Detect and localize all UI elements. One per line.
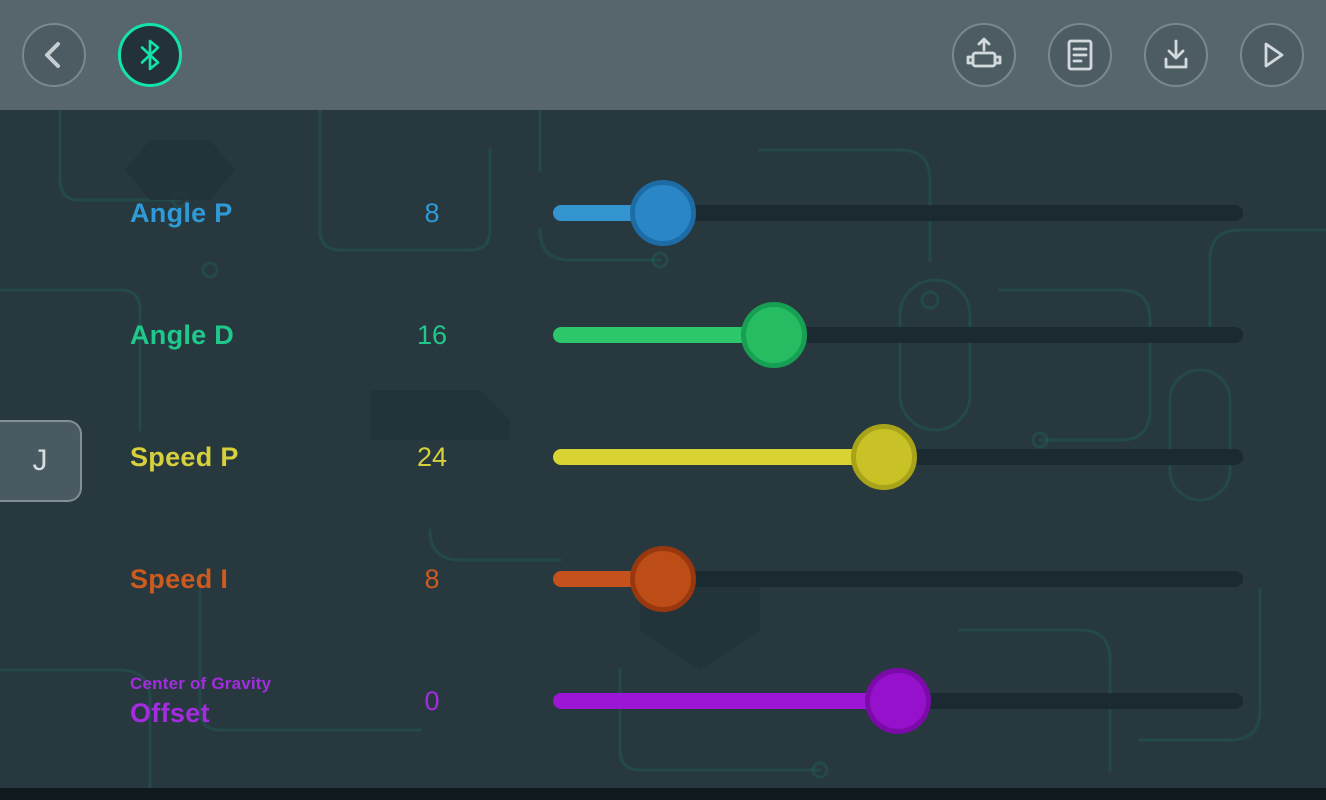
slider-value: 24 [416,441,448,472]
slider-control[interactable] [553,668,1243,734]
slider-track[interactable] [553,205,1243,221]
slider-list: Angle P 8 Angle D 16 S [0,110,1326,762]
toolbar-right-group [952,23,1304,87]
slider-control[interactable] [553,302,1243,368]
slider-value: 0 [424,685,440,716]
slider-control[interactable] [553,180,1243,246]
slider-control[interactable] [553,546,1243,612]
slider-row-speed-p: Speed P 24 [0,396,1326,518]
upload-to-device-button[interactable] [952,23,1016,87]
slider-control[interactable] [553,424,1243,490]
bottom-strip [0,788,1326,800]
side-drawer-tab[interactable]: J [0,420,82,502]
back-button[interactable] [22,23,86,87]
download-button[interactable] [1144,23,1208,87]
slider-label: Speed P [130,441,239,472]
slider-label: Angle D [130,319,235,350]
slider-fill [553,449,885,465]
top-toolbar [0,0,1326,110]
slider-row-angle-d: Angle D 16 [0,274,1326,396]
slider-value: 8 [424,197,440,228]
slider-value: 8 [424,563,440,594]
slider-value: 16 [416,319,448,350]
play-button[interactable] [1240,23,1304,87]
slider-knob[interactable] [851,424,918,490]
download-icon [1158,37,1194,73]
bluetooth-button[interactable] [118,23,182,87]
slider-label: Angle P [130,197,233,228]
slider-row-offset: Center of Gravity Offset 0 [0,640,1326,762]
slider-sublabel: Center of Gravity [130,673,272,693]
main-panel: Angle P 8 Angle D 16 S [0,110,1326,800]
side-tab-label: J [32,444,48,477]
slider-row-speed-i: Speed I 8 [0,518,1326,640]
upload-to-device-icon [964,36,1004,74]
bluetooth-icon [135,38,165,72]
slider-row-angle-p: Angle P 8 [0,152,1326,274]
slider-knob[interactable] [865,668,931,734]
slider-knob[interactable] [630,180,697,246]
slider-fill [553,327,774,343]
slider-label: Offset [130,697,210,728]
slider-label: Speed I [130,563,229,594]
play-icon [1255,38,1289,72]
log-document-icon [1063,37,1097,73]
slider-knob[interactable] [630,546,697,612]
slider-knob[interactable] [740,302,807,368]
slider-fill [553,693,898,709]
log-document-button[interactable] [1048,23,1112,87]
back-icon [37,38,71,72]
